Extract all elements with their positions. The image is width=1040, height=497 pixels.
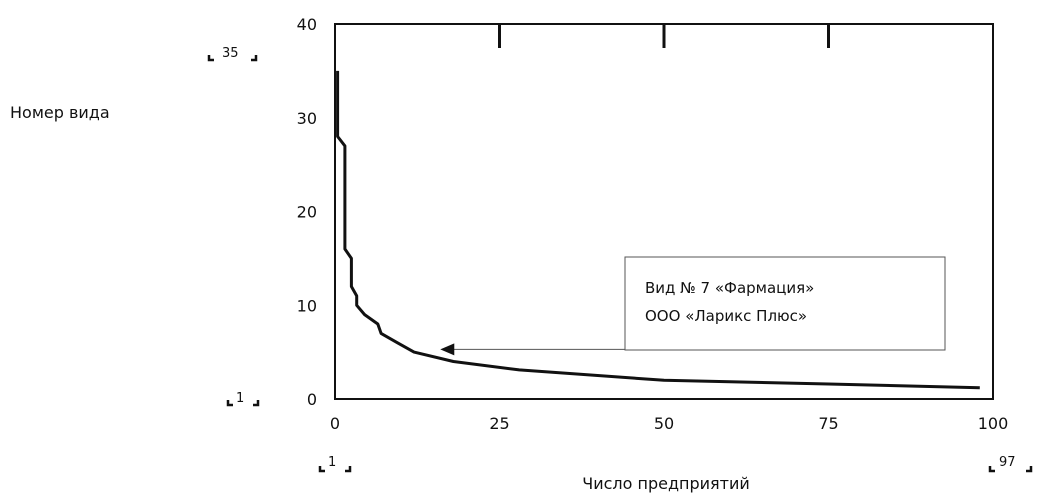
corner-mark-y-top: 35 (207, 46, 258, 62)
corner-number: 1 (328, 455, 336, 470)
y-tick-label: 40 (297, 15, 317, 34)
y-tick-label: 0 (307, 390, 317, 409)
corner-bracket-right (253, 400, 260, 407)
corner-bracket-left (318, 466, 325, 473)
x-tick-label: 100 (978, 414, 1009, 433)
corner-bracket-right (251, 55, 258, 62)
x-tick-label: 25 (489, 414, 509, 433)
callout-box (624, 256, 946, 351)
y-tick-label: 20 (297, 203, 317, 222)
series-line (336, 70, 980, 390)
x-tick-label: 50 (654, 414, 674, 433)
corner-number: 1 (236, 391, 244, 406)
corner-number: 97 (999, 455, 1016, 470)
x-tick-label: 0 (330, 414, 340, 433)
corner-bracket-left (226, 400, 233, 407)
callout-line-2: ООО «Ларикс Плюс» (645, 307, 807, 325)
callout-arrow-head (440, 343, 455, 356)
plot-frame (334, 23, 994, 400)
x-axis-title: Число предприятий (582, 474, 750, 493)
corner-number: 35 (222, 46, 239, 61)
corner-mark-x-left: 1 (318, 455, 352, 473)
y-tick-label: 30 (297, 109, 317, 128)
callout: Вид № 7 «Фармация» ООО «Ларикс Плюс» (440, 256, 946, 356)
corner-bracket-right (1026, 466, 1033, 473)
x-tick-label: 75 (818, 414, 838, 433)
corner-mark-x-right: 97 (988, 455, 1033, 473)
y-tick-label: 10 (297, 296, 317, 315)
corner-mark-y-bottom: 1 (226, 391, 260, 407)
y-tick-labels: 0 10 20 30 40 (297, 15, 317, 409)
y-axis-title: Номер вида (10, 103, 110, 122)
top-tick-marks (498, 24, 830, 48)
corner-bracket-right (345, 466, 352, 473)
x-tick-labels: 0 25 50 75 100 (330, 414, 1008, 433)
corner-bracket-left (988, 466, 995, 473)
callout-line-1: Вид № 7 «Фармация» (645, 279, 814, 297)
corner-bracket-left (207, 55, 214, 62)
